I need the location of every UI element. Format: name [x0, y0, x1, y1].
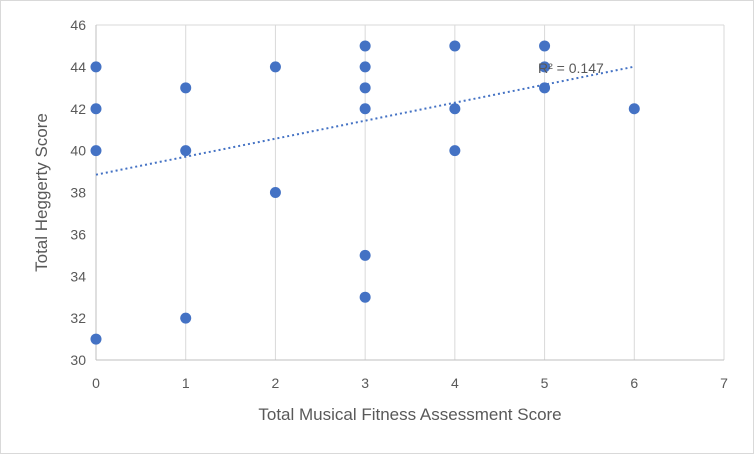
chart-labels: R² = 0.147 Total Musical Fitness Assessm… — [32, 60, 604, 424]
data-point — [180, 82, 192, 94]
data-point — [359, 40, 371, 52]
y-tick-label: 42 — [70, 101, 86, 117]
trendline — [95, 65, 635, 176]
data-point — [90, 145, 102, 157]
x-tick-label: 2 — [272, 375, 280, 391]
data-point — [449, 103, 461, 115]
data-points — [90, 40, 640, 345]
data-point — [180, 312, 192, 324]
data-point — [359, 82, 371, 94]
data-point — [180, 145, 192, 157]
y-axis-title: Total Heggerty Score — [32, 113, 51, 272]
data-point — [539, 40, 551, 52]
data-point — [269, 61, 281, 73]
x-tick-label: 4 — [451, 375, 459, 391]
axes — [95, 25, 724, 361]
r-squared-label: R² = 0.147 — [538, 60, 604, 76]
data-point — [90, 333, 102, 345]
x-tick-label: 6 — [630, 375, 638, 391]
x-tick-label: 0 — [92, 375, 100, 391]
data-point — [359, 291, 371, 303]
data-point — [359, 249, 371, 261]
data-point — [628, 103, 640, 115]
y-tick-label: 36 — [70, 226, 86, 242]
y-tick-label: 32 — [70, 310, 86, 326]
x-tick-label: 1 — [182, 375, 190, 391]
gridlines — [96, 24, 725, 360]
data-point — [90, 61, 102, 73]
data-point — [539, 82, 551, 94]
data-point — [449, 40, 461, 52]
y-tick-label: 40 — [70, 143, 86, 159]
data-point — [359, 61, 371, 73]
y-tick-label: 34 — [70, 268, 86, 284]
y-tick-label: 44 — [70, 59, 86, 75]
trendline-line — [95, 65, 635, 176]
data-point — [269, 187, 281, 198]
x-tick-label: 7 — [720, 375, 728, 391]
data-point — [539, 61, 551, 73]
y-tick-label: 30 — [70, 352, 86, 368]
y-tick-label: 46 — [70, 17, 86, 33]
data-point — [449, 145, 461, 157]
data-point — [359, 103, 371, 115]
data-point — [90, 103, 102, 115]
x-tick-label: 3 — [361, 375, 369, 391]
x-tick-label: 5 — [541, 375, 549, 391]
y-tick-label: 38 — [70, 185, 86, 201]
x-axis-title: Total Musical Fitness Assessment Score — [258, 405, 561, 424]
